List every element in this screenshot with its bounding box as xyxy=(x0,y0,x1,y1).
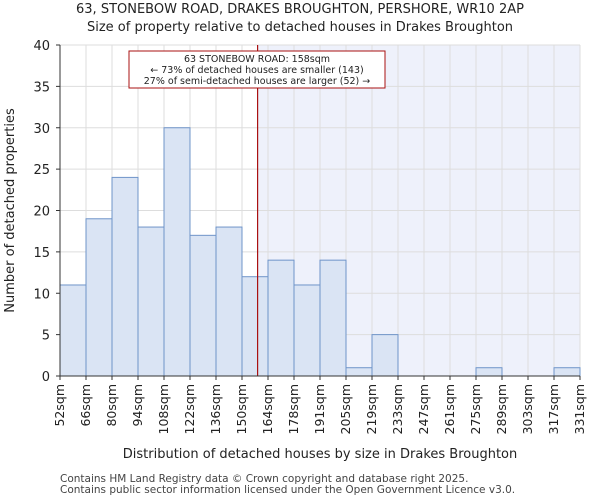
x-tick-label: 331sqm xyxy=(572,384,587,434)
x-tick-label: 261sqm xyxy=(442,384,457,434)
x-tick-label: 233sqm xyxy=(390,384,405,434)
bar xyxy=(189,234,217,377)
footer-line-1: Contains HM Land Registry data © Crown c… xyxy=(60,473,469,485)
bar xyxy=(59,284,87,377)
y-tick-label: 25 xyxy=(33,163,50,178)
x-axis-label: Distribution of detached houses by size … xyxy=(123,447,517,462)
x-tick-label: 178sqm xyxy=(286,384,301,434)
x-tick-label: 219sqm xyxy=(364,384,379,434)
bar xyxy=(215,226,243,377)
bar xyxy=(345,367,373,377)
y-tick-label: 5 xyxy=(42,329,50,344)
bar xyxy=(371,334,399,377)
annotation-line-2: ← 73% of detached houses are smaller (14… xyxy=(150,65,363,76)
x-tick-label: 191sqm xyxy=(312,384,327,434)
bar xyxy=(475,367,503,377)
x-tick-label: 94sqm xyxy=(130,384,145,427)
x-tick-label: 80sqm xyxy=(104,384,119,427)
annotation-line-1: 63 STONEBOW ROAD: 158sqm xyxy=(184,54,330,65)
x-tick-label: 289sqm xyxy=(494,384,509,434)
x-tick-label: 108sqm xyxy=(156,384,171,434)
bar xyxy=(163,127,191,377)
x-tick-label: 205sqm xyxy=(338,384,353,434)
bar xyxy=(267,259,295,377)
bar xyxy=(293,284,321,377)
y-tick-label: 40 xyxy=(33,39,50,54)
bar xyxy=(553,367,581,377)
x-tick-label: 317sqm xyxy=(546,384,561,434)
y-tick-label: 30 xyxy=(33,122,50,137)
x-tick-label: 303sqm xyxy=(520,384,535,434)
y-tick-label: 0 xyxy=(42,370,50,385)
footer-line-2: Contains public sector information licen… xyxy=(60,484,516,496)
annotation-box: 63 STONEBOW ROAD: 158sqm ← 73% of detach… xyxy=(128,50,386,89)
x-tick-label: 66sqm xyxy=(78,384,93,427)
x-tick-label: 275sqm xyxy=(468,384,483,434)
y-tick-label: 20 xyxy=(33,205,50,220)
y-tick-label: 10 xyxy=(33,287,50,302)
bar xyxy=(111,176,139,377)
chart-subtitle: Size of property relative to detached ho… xyxy=(86,20,514,35)
x-tick-label: 122sqm xyxy=(182,384,197,434)
x-tick-label: 52sqm xyxy=(52,384,67,427)
chart-title: 63, STONEBOW ROAD, DRAKES BROUGHTON, PER… xyxy=(76,2,524,17)
x-tick-label: 136sqm xyxy=(208,384,223,434)
bar xyxy=(319,259,347,377)
y-tick-label: 35 xyxy=(33,80,50,95)
y-tick-label: 15 xyxy=(33,246,50,261)
x-tick-label: 150sqm xyxy=(234,384,249,434)
bar xyxy=(137,226,165,377)
y-axis-label: Number of detached properties xyxy=(3,108,18,313)
annotation-line-3: 27% of semi-detached houses are larger (… xyxy=(144,76,371,87)
bar xyxy=(85,218,113,377)
bar xyxy=(241,276,269,377)
x-tick-label: 247sqm xyxy=(416,384,431,434)
x-tick-label: 164sqm xyxy=(260,384,275,434)
